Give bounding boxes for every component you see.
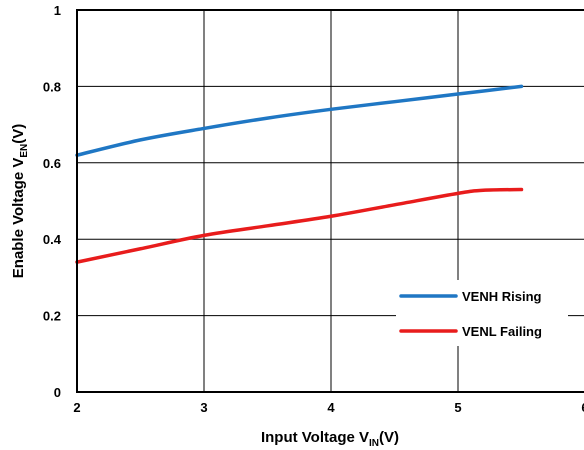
legend-background [396, 280, 568, 346]
x-axis-title-subscript: IN [369, 438, 379, 449]
y-axis-title: Enable Voltage VEN(V) [10, 124, 30, 279]
y-tick-label-3: 0.6 [43, 156, 61, 171]
y-axis-title-subscript: EN [19, 144, 30, 158]
legend: VENH Rising VENL Failing [396, 280, 568, 346]
x-tick-label-1: 3 [200, 400, 207, 415]
x-tick-label-4: 6 [581, 400, 584, 415]
y-axis-title-unit: (V) [10, 124, 27, 144]
y-tick-label-5: 1 [54, 3, 61, 18]
series-line-1 [75, 187, 524, 264]
series-line-0 [75, 84, 524, 157]
y-tick-labels: 0 0.2 0.4 0.6 0.8 1 [43, 3, 62, 400]
x-tick-label-0: 2 [73, 400, 80, 415]
legend-label-venh: VENH Rising [462, 289, 542, 304]
x-axis-title-unit: (V) [379, 429, 399, 446]
x-axis-title: Input Voltage VIN(V) [261, 429, 399, 449]
y-tick-label-1: 0.2 [43, 309, 61, 324]
x-tick-labels: 2 3 4 5 6 [73, 400, 584, 415]
x-tick-label-2: 4 [327, 400, 335, 415]
plot-area-frame [76, 9, 584, 393]
x-tick-label-3: 5 [454, 400, 461, 415]
y-tick-label-2: 0.4 [43, 232, 62, 247]
series-lines [75, 84, 524, 264]
y-tick-label-0: 0 [54, 385, 61, 400]
legend-label-venl: VENL Failing [462, 324, 542, 339]
y-tick-label-4: 0.8 [43, 79, 61, 94]
